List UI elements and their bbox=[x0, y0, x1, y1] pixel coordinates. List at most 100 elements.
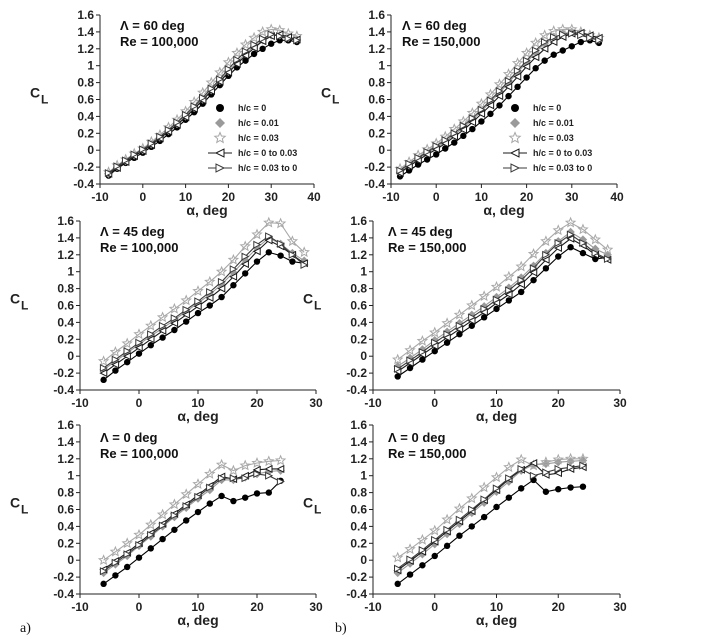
data-point bbox=[181, 310, 190, 319]
data-point bbox=[515, 453, 527, 465]
y-tick-label: 0.6 bbox=[77, 93, 94, 107]
data-point bbox=[230, 282, 237, 289]
y-tick-label: 0 bbox=[360, 553, 367, 567]
chart-annotation: Re = 150,000 bbox=[402, 34, 480, 49]
data-point bbox=[520, 47, 533, 58]
data-point bbox=[492, 484, 501, 493]
data-point bbox=[480, 314, 488, 321]
data-point bbox=[548, 25, 560, 36]
y-tick-label: 1.2 bbox=[368, 42, 385, 56]
data-point bbox=[265, 23, 277, 35]
data-point bbox=[111, 355, 120, 364]
data-point bbox=[515, 260, 527, 272]
data-point bbox=[164, 125, 173, 134]
data-point bbox=[504, 76, 513, 85]
data-point bbox=[513, 66, 522, 75]
data-point bbox=[265, 489, 272, 496]
y-tick-label: 0.2 bbox=[350, 332, 367, 346]
data-point bbox=[416, 334, 429, 346]
data-point bbox=[441, 317, 453, 329]
series-line bbox=[397, 462, 584, 571]
chart-annotation: Λ = 45 deg bbox=[388, 224, 453, 239]
data-point bbox=[391, 353, 404, 365]
data-point bbox=[514, 83, 521, 91]
data-point bbox=[147, 139, 156, 148]
data-point bbox=[513, 72, 522, 81]
data-point bbox=[468, 523, 475, 530]
series-5 bbox=[99, 232, 309, 373]
chart-annotation: Λ = 60 deg bbox=[120, 18, 185, 33]
legend-entry: h/c = 0 to 0.03 bbox=[238, 148, 297, 158]
data-point bbox=[459, 121, 468, 130]
y-tick-label: 1.6 bbox=[57, 418, 74, 432]
data-point bbox=[97, 554, 110, 566]
data-point bbox=[239, 38, 252, 50]
data-point bbox=[253, 258, 261, 265]
data-point bbox=[394, 364, 403, 373]
y-tick-label: 1.2 bbox=[57, 248, 74, 262]
chart-panel-4: -0.4 -0.2 0 0.2 0.4 0.6 0.8 1 1.2 1.4 1.6 -10 0 10 20 3… bbox=[303, 214, 627, 424]
data-point bbox=[486, 96, 495, 105]
x-tick-label: 30 bbox=[613, 396, 627, 410]
y-tick-label: 0.2 bbox=[77, 126, 94, 140]
x-tick-label: 30 bbox=[265, 190, 279, 204]
data-point bbox=[490, 280, 503, 292]
data-point bbox=[477, 105, 486, 114]
data-point bbox=[121, 537, 133, 549]
data-point bbox=[577, 31, 586, 40]
data-point bbox=[207, 84, 216, 93]
y-tick-label: 1 bbox=[87, 59, 94, 73]
data-point bbox=[492, 295, 501, 304]
series-line bbox=[397, 465, 584, 570]
data-point bbox=[517, 276, 526, 285]
data-point bbox=[478, 290, 490, 302]
series-line bbox=[103, 480, 281, 585]
y-tick-label: -0.2 bbox=[53, 570, 74, 584]
data-point bbox=[405, 559, 415, 568]
data-point bbox=[542, 265, 550, 272]
data-point bbox=[542, 468, 551, 477]
legend: h/c = 0 h/c = 0.01 h/c = 0.03 h/c = 0 to 0.… bbox=[503, 103, 592, 173]
y-tick-label: 0.8 bbox=[350, 282, 367, 296]
data-point bbox=[567, 484, 574, 491]
data-point bbox=[475, 97, 488, 109]
data-point bbox=[516, 280, 525, 289]
chart-panel-2: -0.4 -0.2 0 0.2 0.4 0.6 0.8 1 1.2 1.4 1.6 -10 0 10 20 3… bbox=[321, 8, 624, 218]
y-tick-label: 0.6 bbox=[350, 503, 367, 517]
data-point bbox=[135, 350, 143, 357]
data-point bbox=[527, 247, 540, 259]
y-axis-label: C bbox=[30, 85, 40, 101]
data-point bbox=[229, 265, 238, 274]
data-point bbox=[263, 216, 275, 228]
data-point bbox=[276, 464, 285, 473]
data-point bbox=[268, 40, 275, 47]
y-tick-label: 1.6 bbox=[57, 214, 74, 228]
chart-annotation: Λ = 45 deg bbox=[100, 224, 165, 239]
data-point bbox=[259, 45, 266, 52]
data-point bbox=[122, 352, 131, 361]
data-point bbox=[232, 60, 241, 69]
data-point bbox=[227, 464, 240, 476]
data-point bbox=[453, 502, 466, 514]
data-point bbox=[566, 463, 575, 472]
data-point bbox=[240, 260, 249, 269]
data-point bbox=[104, 169, 113, 178]
data-point bbox=[250, 40, 259, 49]
legend-marker bbox=[511, 104, 519, 112]
data-point bbox=[529, 268, 538, 277]
data-point bbox=[603, 255, 612, 264]
data-point bbox=[517, 273, 526, 282]
data-point bbox=[171, 526, 178, 533]
panel-label-a: a) bbox=[20, 621, 31, 636]
data-point bbox=[505, 474, 514, 483]
x-tick-label: -10 bbox=[382, 190, 400, 204]
chart-annotation: Re = 100,000 bbox=[100, 240, 178, 255]
data-point bbox=[432, 141, 441, 150]
data-point bbox=[133, 528, 145, 540]
x-tick-label: -10 bbox=[71, 396, 89, 410]
data-point bbox=[540, 38, 549, 47]
data-point bbox=[429, 326, 441, 338]
x-tick-label: 20 bbox=[552, 600, 566, 614]
series-line bbox=[397, 458, 583, 559]
